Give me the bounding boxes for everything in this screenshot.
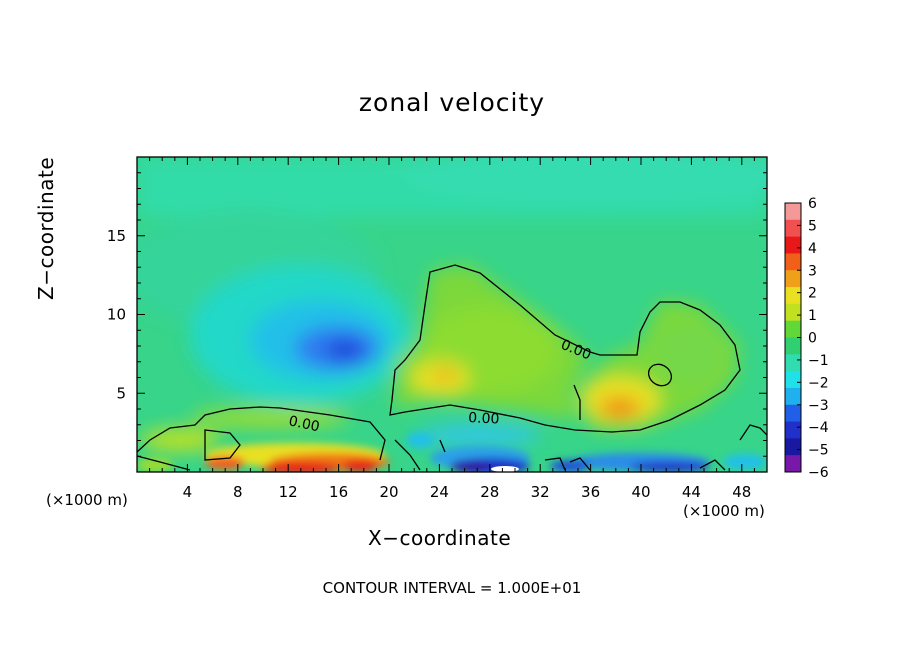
x-tick-label: 32 bbox=[531, 483, 550, 501]
y-tick-label: 5 bbox=[116, 384, 126, 402]
y-axis-unit: (×1000 m) bbox=[46, 491, 128, 509]
colorbar-swatch bbox=[785, 303, 801, 322]
colorbar-swatch bbox=[785, 421, 801, 439]
colorbar-swatch bbox=[785, 387, 801, 406]
colorbar-tick-label: 6 bbox=[808, 196, 817, 212]
colorbar-tick-label: −3 bbox=[808, 398, 829, 414]
x-axis-label: X−coordinate bbox=[368, 526, 512, 550]
x-tick-label: 48 bbox=[732, 483, 751, 501]
y-tick-label: 15 bbox=[107, 227, 126, 245]
colorbar-tick-label: −1 bbox=[808, 353, 829, 369]
x-tick-label: 40 bbox=[631, 483, 650, 501]
colorbar-tick-label: −4 bbox=[808, 420, 829, 436]
x-tick-label: 12 bbox=[279, 483, 298, 501]
colorbar-tick-label: 5 bbox=[808, 218, 817, 234]
contour-labels: 0.00 0.000.00 bbox=[287, 337, 593, 436]
zero-contours bbox=[137, 264, 767, 471]
contour-label: 0.00 bbox=[287, 413, 321, 435]
chart-title: zonal velocity bbox=[358, 88, 546, 117]
colorbar-swatch bbox=[785, 354, 801, 372]
y-tick-label: 10 bbox=[107, 306, 126, 324]
x-tick-label: 20 bbox=[379, 483, 398, 501]
colorbar-swatch bbox=[785, 219, 801, 238]
x-axis: 4 8 12 16 20 24 28 32 36 40 44 48 bbox=[149, 157, 755, 501]
colorbar-swatch bbox=[785, 455, 801, 473]
x-tick-label: 36 bbox=[581, 483, 600, 501]
colorbar-tick-label: 4 bbox=[808, 241, 817, 257]
y-axis-label: Z−coordinate bbox=[34, 156, 58, 300]
colorbar-tick-label: 1 bbox=[808, 308, 817, 324]
colorbar-swatch bbox=[785, 404, 801, 423]
colorbar-tick-label: 2 bbox=[808, 286, 817, 302]
x-tick-label: 24 bbox=[430, 483, 449, 501]
colorbar-swatch bbox=[785, 270, 801, 288]
colorbar-tick-label: 0 bbox=[808, 331, 817, 347]
colorbar: 6 5 4 3 2 1 0 −1 −2 −3 −4 −5 −6 bbox=[784, 196, 829, 481]
colorbar-tick-label: −2 bbox=[808, 375, 829, 391]
colorbar-tick-label: −5 bbox=[808, 443, 829, 459]
colorbar-swatch bbox=[785, 438, 801, 456]
colorbar-tick-label: −6 bbox=[808, 465, 829, 481]
x-axis-unit: (×1000 m) bbox=[683, 502, 765, 520]
colorbar-swatch bbox=[785, 253, 801, 271]
x-tick-label: 28 bbox=[480, 483, 499, 501]
colorbar-swatch bbox=[785, 337, 801, 355]
colorbar-swatch bbox=[785, 236, 801, 254]
colorbar-swatch bbox=[785, 320, 801, 338]
y-axis: 5 10 15 bbox=[107, 172, 767, 457]
colorbar-swatch bbox=[785, 203, 801, 221]
x-tick-label: 16 bbox=[329, 483, 348, 501]
colorbar-swatch bbox=[785, 371, 801, 389]
velocity-field: 0.00 0.000.00 bbox=[137, 157, 767, 472]
x-tick-label: 8 bbox=[233, 483, 243, 501]
x-tick-label: 44 bbox=[682, 483, 701, 501]
contour-interval-note: CONTOUR INTERVAL = 1.000E+01 bbox=[322, 579, 582, 597]
contour-label: 0.00 bbox=[468, 410, 500, 428]
colorbar-tick-label: 3 bbox=[808, 263, 817, 279]
colorbar-swatch bbox=[785, 287, 801, 305]
x-tick-label: 4 bbox=[183, 483, 193, 501]
